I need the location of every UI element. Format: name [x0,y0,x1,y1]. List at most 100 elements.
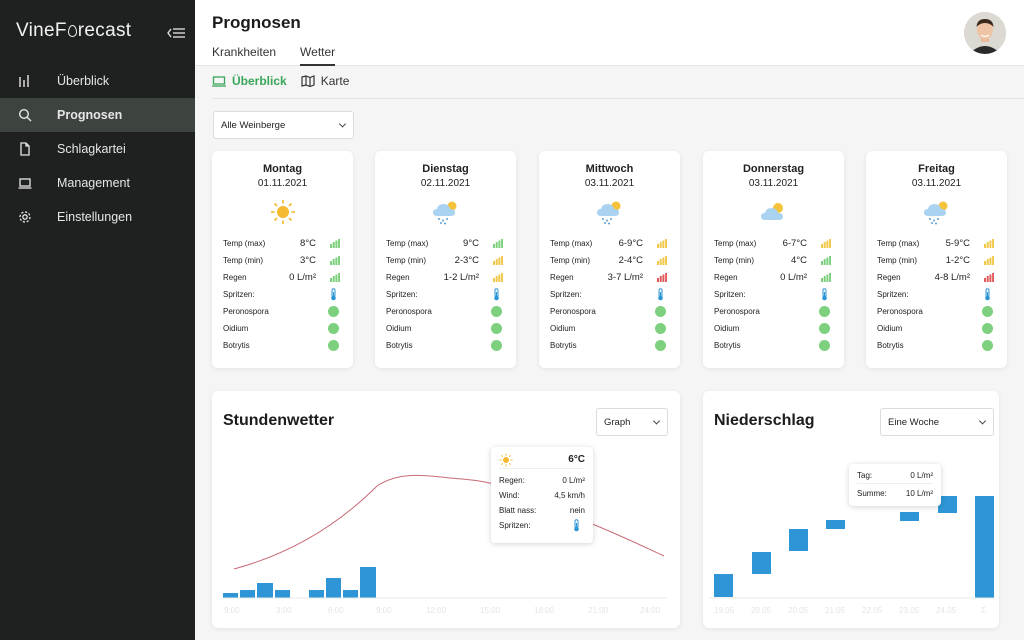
status-dot-icon [819,340,830,351]
level-bars-icon [657,239,667,248]
row-label: Botrytis [714,341,741,350]
sidebar-item-management[interactable]: Management [0,166,195,200]
row-label: Oidium [550,324,576,333]
map-icon [301,75,315,87]
avatar[interactable] [964,12,1006,54]
precip-bar [752,552,771,574]
day-date: 03.11.2021 [584,178,635,189]
row-label: Peronospora [386,307,432,316]
subtab-label: Überblick [232,74,287,88]
tooltip-label: Tag: [857,470,873,480]
row-value: 2-4°C [618,255,643,266]
x-tick-label: 23.05 [899,606,920,615]
subtab-karte[interactable]: Karte [301,74,350,88]
row-label: Spritzen: [550,290,582,299]
row-oidium: Oidium [386,320,505,337]
precip-bar [900,512,919,521]
row-value: 0 L/m² [780,272,807,283]
day-name: Freitag [918,163,955,175]
row-label: Temp (min) [223,256,264,265]
tooltip-value: 4,5 km/h [554,491,585,500]
forecast-day-card[interactable]: Freitag 03.11.2021 Temp (max) 5-9°C Temp (mi… [866,151,1007,368]
subtab-label: Karte [320,74,350,88]
row-temp-min: Temp (min) 1-2°C [877,252,996,269]
row-value: 2-3°C [454,255,479,266]
collapse-sidebar-button[interactable] [167,26,185,38]
search-icon [18,108,32,122]
sidebar-nav: Überblick Prognosen Schlagkartei Managem… [0,64,195,234]
sidebar-item-ueberblick[interactable]: Überblick [0,64,195,98]
forecast-rows: Temp (max) 9°C Temp (min) 2-3°C Regen 1-2 L/m… [386,235,505,354]
level-bars-icon [493,273,503,282]
row-botrytis: Botrytis [386,337,505,354]
forecast-rows: Temp (max) 6-7°C Temp (min) 4°C Regen 0 L/m² S… [714,235,833,354]
row-label: Spritzen: [714,290,746,299]
row-temp-min: Temp (min) 3°C [223,252,342,269]
level-bars-icon [984,256,994,265]
row-label: Peronospora [714,307,760,316]
sidebar-item-prognosen[interactable]: Prognosen [0,98,195,132]
row-botrytis: Botrytis [714,337,833,354]
row-label: Oidium [223,324,249,333]
tooltip-row-wind: Wind: 4,5 km/h [499,488,585,503]
status-dot-icon [819,323,830,334]
level-bars-icon [657,273,667,282]
hourly-weather-title: Stundenwetter [223,412,335,429]
row-temp-max: Temp (max) 5-9°C [877,235,996,252]
day-name: Donnerstag [742,163,805,175]
rain-bar [257,583,273,598]
gear-icon [18,210,32,224]
tab-wetter[interactable]: Wetter [300,45,336,66]
row-value: 1-2 L/m² [443,272,479,283]
day-date: 02.11.2021 [420,178,471,189]
status-dot-icon [491,340,502,351]
rain-bar [240,590,255,598]
day-name: Montag [262,163,303,175]
thermometer-icon [820,288,829,301]
forecast-day-card[interactable]: Dienstag 02.11.2021 Temp (max) 9°C Temp (min… [375,151,516,368]
row-label: Temp (min) [550,256,591,265]
row-value: 5-9°C [945,238,970,249]
thermometer-icon [983,288,992,301]
forecast-day-card[interactable]: Donnerstag 03.11.2021 Temp (max) 6-7°C Temp … [703,151,844,368]
forecast-rows: Temp (max) 8°C Temp (min) 3°C Regen 0 L/m² Spr… [223,235,342,354]
tab-krankheiten[interactable]: Krankheiten [212,45,277,59]
day-name: Mittwoch [585,163,634,175]
precip-bar [938,496,957,513]
page-header: Prognosen Krankheiten Wetter [195,0,1024,66]
row-label: Botrytis [877,341,904,350]
row-value: 6-7°C [782,238,807,249]
precipitation-panel: Niederschlag Eine Woche 19.05 20.05 20.0… [703,391,999,628]
forecast-day-card[interactable]: Montag 01.11.2021 Temp (max) 8°C Temp (min) 3… [212,151,353,368]
subtab-ueberblick[interactable]: Überblick [212,74,287,88]
rain-cloud-icon [922,199,952,225]
row-label: Temp (max) [550,239,593,248]
sidebar: VineF recast Überblick Prognosen Schlag [0,0,195,640]
sidebar-item-schlagkartei[interactable]: Schlagkartei [0,132,195,166]
row-temp-min: Temp (min) 2-3°C [386,252,505,269]
forecast-day-card[interactable]: Mittwoch 03.11.2021 Temp (max) 6-9°C Temp (m… [539,151,680,368]
rain-bar [275,590,290,598]
row-label: Peronospora [223,307,269,316]
day-name: Dienstag [422,163,469,175]
precipitation-range-select[interactable]: Eine Woche [880,408,994,436]
status-dot-icon [982,306,993,317]
row-value: 6-9°C [618,238,643,249]
status-dot-icon [982,340,993,351]
sidebar-item-einstellungen[interactable]: Einstellungen [0,200,195,234]
status-dot-icon [819,306,830,317]
row-botrytis: Botrytis [550,337,669,354]
forecast-rows: Temp (max) 5-9°C Temp (min) 1-2°C Regen 4-8 L… [877,235,996,354]
row-label: Botrytis [550,341,577,350]
level-bars-icon [330,273,340,282]
vineyard-select[interactable]: Alle Weinberge [213,111,354,139]
rain-cloud-icon [431,199,461,225]
rain-cloud-icon [595,199,625,225]
thermometer-icon [492,288,501,301]
level-bars-icon [330,256,340,265]
app-logo[interactable]: VineF recast [16,20,131,42]
hourly-view-select[interactable]: Graph [596,408,668,436]
sub-tabs: Überblick Karte [212,74,349,88]
row-value: 3°C [300,255,316,266]
row-peronospora: Peronospora [714,303,833,320]
